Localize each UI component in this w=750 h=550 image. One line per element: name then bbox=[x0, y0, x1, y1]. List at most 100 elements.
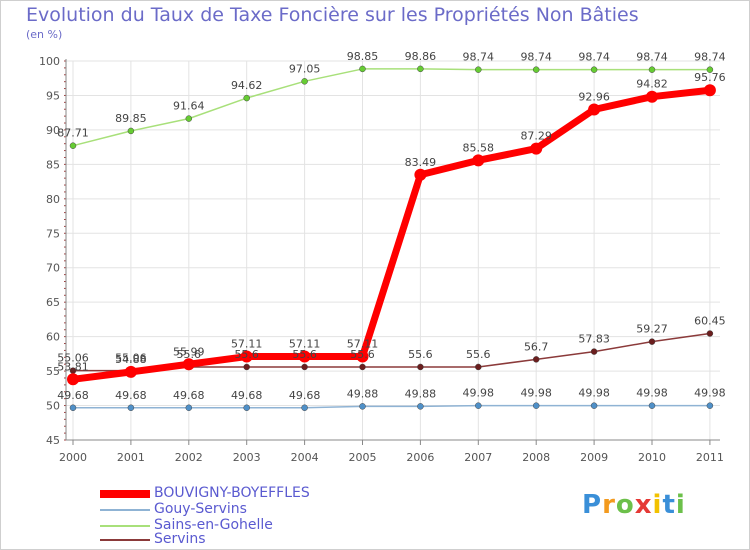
data-point-servins bbox=[475, 363, 482, 371]
data-label-sains-en-gohelle: 89.85 bbox=[115, 112, 147, 125]
x-tick-label: 2009 bbox=[580, 451, 608, 464]
data-label-bouvigny-boyeffles: 53.81 bbox=[57, 360, 89, 373]
logo-letter: P bbox=[582, 490, 603, 520]
data-point-sains-en-gohelle bbox=[706, 66, 714, 73]
data-label-bouvigny-boyeffles: 55.99 bbox=[173, 345, 205, 358]
data-point-gouy-servins bbox=[127, 404, 135, 412]
data-point-bouvigny-boyeffles bbox=[124, 365, 137, 378]
data-label-servins: 55.06 bbox=[115, 352, 147, 365]
data-label-bouvigny-boyeffles: 57.11 bbox=[289, 338, 321, 351]
data-label-servins: 55.6 bbox=[177, 348, 202, 361]
data-point-sains-en-gohelle bbox=[648, 66, 656, 73]
data-label-sains-en-gohelle: 87.71 bbox=[57, 127, 89, 140]
data-label-gouy-servins: 49.98 bbox=[636, 387, 668, 400]
data-label-servins: 56.7 bbox=[524, 340, 549, 353]
data-point-gouy-servins bbox=[359, 403, 366, 410]
data-point-sains-en-gohelle bbox=[243, 94, 250, 102]
y-tick-label: 50 bbox=[46, 400, 60, 413]
x-tick-label: 2002 bbox=[175, 451, 203, 464]
y-axis-unit-label: (en %) bbox=[26, 28, 63, 41]
data-label-bouvigny-boyeffles: 94.82 bbox=[636, 78, 668, 91]
legend-label-servins: Servins bbox=[154, 531, 206, 547]
legend-label-gouy-servins: Gouy-Servins bbox=[154, 501, 247, 517]
data-point-sains-en-gohelle bbox=[475, 66, 482, 73]
data-point-gouy-servins bbox=[532, 402, 540, 409]
data-label-gouy-servins: 49.98 bbox=[520, 387, 552, 400]
data-point-bouvigny-boyeffles bbox=[67, 373, 79, 386]
data-label-servins: 57.83 bbox=[578, 333, 610, 346]
data-label-gouy-servins: 49.68 bbox=[57, 389, 89, 402]
data-point-bouvigny-boyeffles bbox=[356, 350, 369, 363]
logo-letter: i bbox=[675, 490, 686, 520]
data-point-sains-en-gohelle bbox=[417, 65, 424, 73]
data-label-servins: 55.6 bbox=[408, 348, 433, 361]
data-label-sains-en-gohelle: 98.74 bbox=[463, 51, 495, 64]
data-point-bouvigny-boyeffles bbox=[588, 103, 601, 116]
data-label-bouvigny-boyeffles: 95.76 bbox=[694, 71, 726, 84]
data-label-gouy-servins: 49.68 bbox=[289, 389, 321, 402]
data-label-gouy-servins: 49.68 bbox=[173, 389, 205, 402]
data-point-bouvigny-boyeffles bbox=[240, 350, 253, 363]
x-tick-label: 2004 bbox=[291, 451, 319, 464]
data-label-bouvigny-boyeffles: 92.96 bbox=[578, 91, 610, 104]
y-tick-label: 60 bbox=[46, 331, 60, 344]
data-point-sains-en-gohelle bbox=[590, 66, 598, 73]
data-point-bouvigny-boyeffles bbox=[414, 168, 427, 181]
data-label-sains-en-gohelle: 98.74 bbox=[520, 51, 552, 64]
data-label-bouvigny-boyeffles: 83.49 bbox=[405, 156, 437, 169]
data-point-servins bbox=[648, 338, 656, 345]
data-point-gouy-servins bbox=[243, 404, 250, 412]
y-tick-label: 55 bbox=[46, 365, 60, 378]
series-line-gouy-servins bbox=[72, 404, 711, 409]
y-tick-label: 90 bbox=[46, 124, 60, 137]
data-point-servins bbox=[359, 363, 366, 371]
data-label-gouy-servins: 49.98 bbox=[694, 387, 726, 400]
x-tick-label: 2005 bbox=[349, 451, 377, 464]
logo-letter: r bbox=[602, 490, 616, 520]
x-tick-label: 2003 bbox=[233, 451, 261, 464]
data-point-bouvigny-boyeffles bbox=[298, 350, 311, 363]
data-label-gouy-servins: 49.68 bbox=[115, 389, 147, 402]
data-point-servins bbox=[532, 356, 540, 363]
data-label-servins: 55.6 bbox=[234, 348, 259, 361]
data-point-sains-en-gohelle bbox=[301, 78, 308, 85]
y-tick-label: 95 bbox=[46, 89, 60, 102]
data-label-sains-en-gohelle: 98.74 bbox=[636, 51, 668, 64]
data-point-gouy-servins bbox=[417, 403, 424, 410]
data-point-sains-en-gohelle bbox=[532, 66, 540, 73]
chart-title: Evolution du Taux de Taxe Foncière sur l… bbox=[26, 4, 639, 26]
data-label-sains-en-gohelle: 98.74 bbox=[578, 51, 610, 64]
proxiti-logo: Proxiti bbox=[582, 490, 686, 520]
data-point-bouvigny-boyeffles bbox=[182, 358, 195, 371]
legend-swatch-bouvigny-boyeffles bbox=[100, 490, 150, 498]
data-point-bouvigny-boyeffles bbox=[703, 84, 716, 97]
x-tick-label: 2008 bbox=[522, 451, 550, 464]
data-label-servins: 60.45 bbox=[694, 315, 726, 328]
y-tick-label: 80 bbox=[46, 193, 60, 206]
data-label-gouy-servins: 49.88 bbox=[405, 387, 437, 400]
data-label-sains-en-gohelle: 97.05 bbox=[289, 62, 321, 75]
x-tick-label: 2000 bbox=[59, 451, 87, 464]
data-point-servins bbox=[590, 348, 598, 355]
data-label-bouvigny-boyeffles: 57.11 bbox=[347, 338, 379, 351]
logo-letter: x bbox=[634, 490, 653, 520]
x-tick-label: 2007 bbox=[464, 451, 492, 464]
data-label-servins: 59.27 bbox=[636, 323, 668, 336]
legend-swatch-sains-en-gohelle bbox=[100, 525, 150, 527]
y-tick-label: 75 bbox=[46, 227, 60, 240]
data-point-gouy-servins bbox=[706, 402, 714, 409]
data-label-bouvigny-boyeffles: 87.29 bbox=[520, 130, 552, 143]
data-point-bouvigny-boyeffles bbox=[646, 90, 658, 103]
data-label-bouvigny-boyeffles: 85.58 bbox=[463, 141, 495, 154]
data-point-sains-en-gohelle bbox=[69, 142, 77, 149]
data-point-sains-en-gohelle bbox=[185, 115, 193, 122]
data-point-gouy-servins bbox=[301, 404, 308, 412]
data-point-gouy-servins bbox=[185, 404, 193, 412]
data-point-gouy-servins bbox=[590, 402, 598, 409]
data-label-sains-en-gohelle: 91.64 bbox=[173, 100, 205, 113]
data-label-sains-en-gohelle: 98.86 bbox=[405, 50, 437, 63]
data-point-servins bbox=[301, 363, 308, 371]
y-tick-label: 70 bbox=[46, 262, 60, 275]
data-point-servins bbox=[243, 363, 250, 371]
logo-letter: t bbox=[662, 490, 676, 520]
